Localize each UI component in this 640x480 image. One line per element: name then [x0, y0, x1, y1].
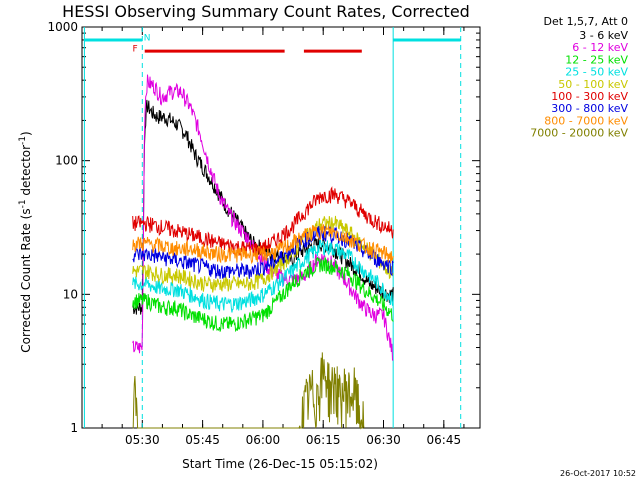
y-tick-label: 10 — [63, 287, 78, 301]
x-tick-label: 06:00 — [246, 433, 281, 447]
y-tick-label: 100 — [55, 154, 78, 168]
timestamp: 26-Oct-2017 10:52 — [560, 469, 636, 478]
flag-label: F — [132, 45, 137, 55]
legend-entry: 50 - 100 keV — [558, 78, 628, 91]
x-tick-label: 06:45 — [427, 433, 462, 447]
series-line-2 — [132, 74, 394, 361]
y-tick-label: 1 — [70, 421, 78, 435]
legend-entry: 800 - 7000 keV — [544, 114, 628, 127]
x-tick-label: 05:30 — [125, 433, 160, 447]
legend-entry: 7000 - 20000 keV — [530, 127, 628, 140]
plot-area: 1 10 100 1000 05:30 05:45 06:00 06:15 06:30 06:45… — [47, 20, 481, 447]
series-line-9 — [132, 352, 365, 430]
legend-entry: 12 - 25 keV — [565, 53, 628, 66]
y-axis-label-main: Corrected Count Rate (s — [19, 208, 33, 352]
y-axis-label-mid: detector — [19, 145, 33, 200]
chart-title: HESSI Observing Summary Count Rates, Cor… — [62, 2, 470, 21]
legend-entry: 6 - 12 keV — [572, 41, 628, 54]
y-tick-label: 1000 — [47, 20, 78, 34]
series-line-6 — [132, 186, 394, 257]
series-line-5 — [132, 215, 394, 293]
series-line-4 — [132, 238, 394, 313]
legend-title: Det 1,5,7, Att 0 — [544, 15, 628, 28]
y-axis-label: Corrected Count Rate (s-1 detector-1) — [18, 131, 33, 352]
series-line-8 — [132, 224, 394, 265]
x-tick-label: 06:30 — [366, 433, 401, 447]
legend-entry: 3 - 6 keV — [579, 29, 628, 42]
x-tick-label: 05:45 — [185, 433, 220, 447]
legend-entry: 300 - 800 keV — [551, 102, 628, 115]
y-axis-label-end: ) — [19, 131, 33, 136]
flag-label: N — [144, 33, 151, 43]
legend-entry: 100 - 300 keV — [551, 90, 628, 103]
x-axis-label: Start Time (26-Dec-15 05:15:02) — [182, 457, 378, 471]
y-axis-label-sup2: -1 — [18, 136, 28, 145]
series-line-3 — [132, 256, 394, 333]
legend-entry: 25 - 50 keV — [565, 66, 628, 79]
y-axis-label-sup1: -1 — [18, 199, 28, 208]
x-tick-label: 06:15 — [306, 433, 341, 447]
